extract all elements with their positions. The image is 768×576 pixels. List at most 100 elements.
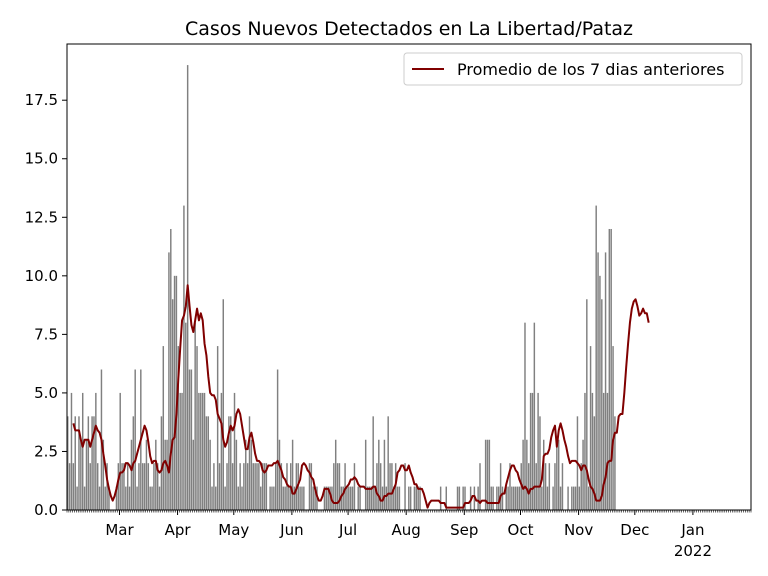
y-tick-label: 17.5 (25, 91, 58, 109)
x-tick-label: Dec (620, 521, 649, 539)
bar (183, 205, 185, 510)
bar (477, 486, 479, 510)
bar (68, 463, 71, 510)
bar (587, 486, 590, 510)
bar (353, 463, 356, 510)
bar (509, 463, 511, 510)
bar (160, 416, 163, 510)
bar (366, 486, 369, 510)
bar (522, 439, 524, 510)
y-tick-label: 10.0 (25, 267, 58, 285)
bar (87, 416, 90, 510)
bar (357, 486, 359, 510)
bar (372, 416, 374, 510)
bar (265, 463, 268, 510)
bar (198, 392, 200, 510)
bar (280, 463, 283, 510)
bar (246, 463, 249, 510)
bar (96, 463, 99, 510)
bar (299, 486, 301, 510)
bar (192, 439, 195, 510)
bar (269, 486, 271, 510)
bar (462, 486, 464, 510)
bar (387, 416, 389, 510)
bar (108, 486, 110, 510)
bar (370, 486, 373, 510)
bar (213, 463, 215, 510)
bar (391, 463, 393, 510)
bar (511, 486, 513, 510)
bar (83, 486, 86, 510)
bar (524, 322, 526, 510)
bar (614, 416, 616, 510)
bar (91, 416, 93, 510)
bar (162, 346, 165, 510)
bar (130, 439, 133, 510)
bar (115, 486, 118, 510)
plot-frame (66, 43, 752, 511)
bar (378, 439, 380, 510)
bar (539, 416, 541, 510)
bar (409, 486, 412, 510)
x-tick-label: Oct (508, 521, 534, 539)
bar (312, 486, 314, 510)
y-tick-label: 5.0 (34, 384, 58, 402)
bar (376, 463, 378, 510)
bar (492, 486, 494, 510)
bar (286, 463, 288, 510)
bar (557, 439, 560, 510)
bar (126, 463, 129, 510)
legend-box (403, 52, 743, 86)
bar (490, 486, 492, 510)
bar (185, 322, 187, 510)
bar (275, 463, 277, 510)
bar (168, 252, 170, 510)
bar (479, 463, 481, 510)
bar (404, 463, 406, 510)
legend: Promedio de los 7 dias anteriores (403, 52, 743, 86)
chart-title: Casos Nuevos Detectados en La Libertad/P… (185, 18, 633, 40)
bar (85, 439, 88, 510)
bar (102, 439, 105, 510)
bar (81, 392, 84, 510)
bar (374, 486, 376, 510)
bar (166, 439, 168, 510)
bar (209, 439, 211, 510)
bar (578, 486, 581, 510)
bar (147, 463, 150, 510)
bar (346, 486, 348, 510)
bar (179, 392, 181, 510)
x-tick-label: Jun (279, 521, 303, 539)
bar (501, 486, 504, 510)
bar (546, 486, 549, 510)
bar (134, 369, 136, 510)
bar (488, 439, 491, 510)
x-tick-label: Nov (564, 521, 593, 539)
bar (507, 486, 509, 510)
bar (415, 486, 418, 510)
bar (291, 439, 294, 510)
bar (342, 486, 344, 510)
bar (230, 416, 232, 510)
bar (222, 299, 224, 510)
bar (136, 486, 138, 510)
bar (235, 439, 238, 510)
bar (584, 392, 586, 510)
bar (327, 486, 329, 510)
bar (263, 463, 266, 510)
y-tick-label: 2.5 (34, 442, 58, 460)
y-axis: 0.0 2.5 5.0 7.5 10.0 12.5 15.0 17.5 (25, 91, 67, 519)
bar (121, 463, 123, 510)
bar (359, 486, 361, 510)
bar (243, 463, 245, 510)
bar (516, 486, 519, 510)
bar (106, 463, 108, 510)
bar (456, 486, 459, 510)
bar (419, 486, 421, 510)
bar (601, 299, 603, 510)
bar (151, 486, 153, 510)
bar (70, 392, 73, 510)
bar (612, 346, 614, 510)
y-tick-label: 12.5 (25, 208, 58, 226)
